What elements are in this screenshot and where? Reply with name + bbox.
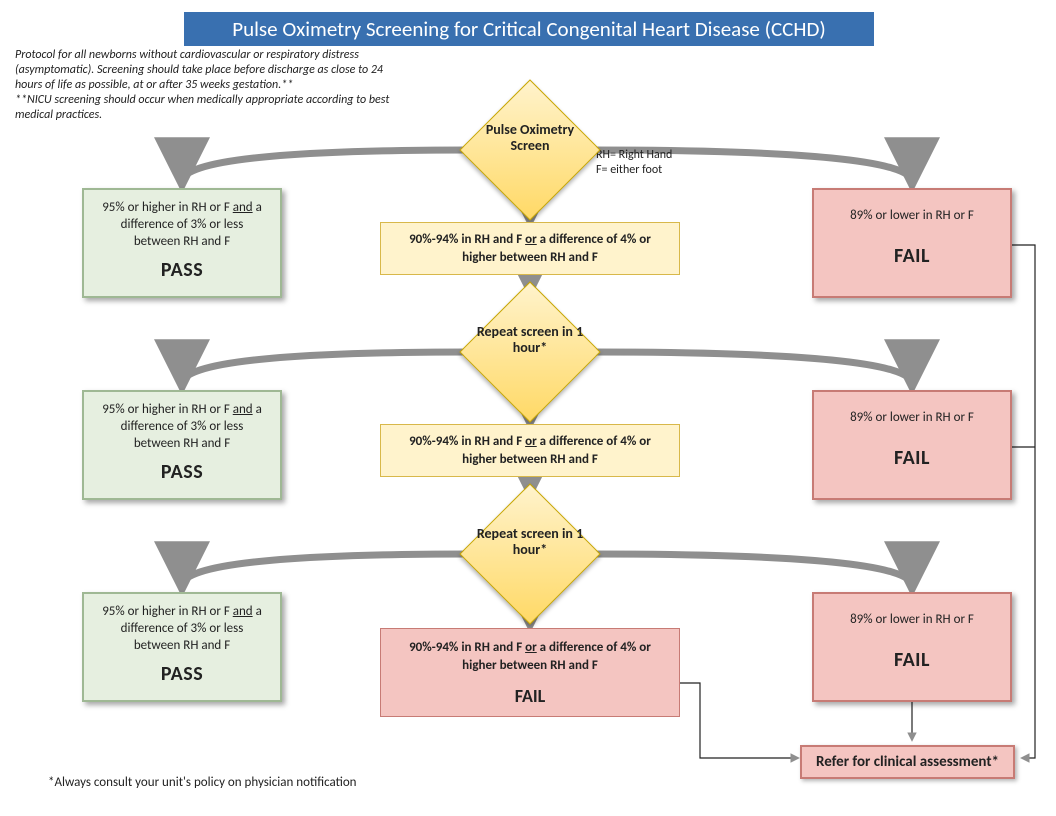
fail-box-1: 89% or lower in RH or F FAIL [812, 188, 1012, 298]
mid-fail-word: FAIL [391, 684, 669, 708]
diamond-repeat-2-label: Repeat screen in 1 hour* [465, 526, 595, 558]
legend-rh: RH= Right Hand [596, 148, 672, 163]
mid-range-2: 90%-94% in RH and F or a difference of 4… [380, 424, 680, 477]
pass-box-2: 95% or higher in RH or F and a differenc… [82, 390, 282, 500]
mid-range-1: 90%-94% in RH and F or a difference of 4… [380, 222, 680, 275]
pass-box-3: 95% or higher in RH or F and a differenc… [82, 592, 282, 702]
legend: RH= Right Hand F= either foot [596, 148, 672, 178]
mid-range-3-fail: 90%-94% in RH and F or a difference of 4… [380, 628, 680, 717]
protocol-note: Protocol for all newborns without cardio… [15, 48, 410, 123]
diamond-start-label: Pulse Oximetry Screen [465, 122, 595, 154]
footnote: *Always consult your unit's policy on ph… [48, 775, 357, 790]
legend-f: F= either foot [596, 163, 672, 178]
fail-box-3: 89% or lower in RH or F FAIL [812, 592, 1012, 702]
fail-box-2: 89% or lower in RH or F FAIL [812, 390, 1012, 500]
page-title: Pulse Oximetry Screening for Critical Co… [184, 12, 874, 46]
refer-box: Refer for clinical assessment* [800, 745, 1015, 779]
diamond-repeat-1-label: Repeat screen in 1 hour* [465, 324, 595, 356]
pass-box-1: 95% or higher in RH or F and a differenc… [82, 188, 282, 298]
